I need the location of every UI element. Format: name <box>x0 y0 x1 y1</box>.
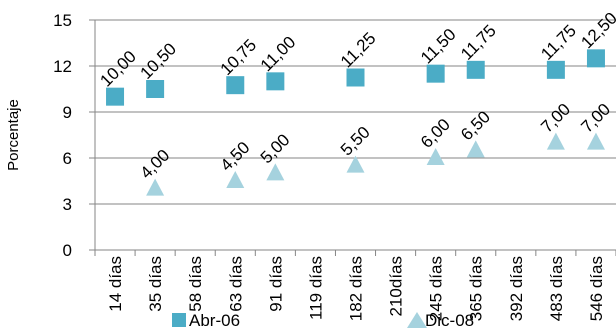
data-label: 12,50 <box>577 9 616 53</box>
point-dic08 <box>466 140 485 158</box>
y-tick-label: 6 <box>63 149 72 168</box>
data-label: 11,75 <box>537 21 580 64</box>
axes <box>94 20 616 251</box>
point-abr06 <box>346 68 365 87</box>
data-label: 5,00 <box>257 130 294 167</box>
data-label: 7,00 <box>577 100 614 137</box>
x-tick-label: 546 días <box>587 256 606 321</box>
data-label: 10,00 <box>96 47 140 91</box>
gridlines <box>89 19 616 251</box>
data-label: 7,00 <box>537 100 574 137</box>
point-dic08 <box>266 163 285 181</box>
x-tick-label: 365 días <box>467 256 486 321</box>
x-tick-labels: 14 días 35 días 58 días 63 días 91 días 119 d… <box>94 250 616 321</box>
series-marks <box>106 49 605 196</box>
point-abr06 <box>586 49 605 68</box>
x-tick-label: 91 días <box>266 256 285 312</box>
point-dic08 <box>226 171 245 188</box>
y-axis-title: Porcentaje <box>5 99 22 171</box>
legend-marker-abr06 <box>172 313 186 327</box>
data-label: 6,50 <box>457 107 494 144</box>
x-tick-label: 119 días <box>306 256 325 320</box>
legend-label-abr06: Abr-06 <box>189 311 240 330</box>
data-label: 11,25 <box>337 29 380 72</box>
x-tick-label: 182 días <box>347 256 366 321</box>
point-abr06 <box>106 87 125 106</box>
point-dic08 <box>546 132 565 150</box>
x-tick-label: 210días <box>387 256 406 317</box>
point-abr06 <box>266 72 285 91</box>
point-dic08 <box>586 132 605 150</box>
data-label: 5,50 <box>337 123 374 160</box>
legend-label-dic08: Dic-08 <box>425 311 474 330</box>
data-label: 6,00 <box>417 115 454 152</box>
x-tick-label: 63 días <box>226 256 245 312</box>
point-abr06 <box>426 64 445 83</box>
y-tick-label: 12 <box>53 57 72 76</box>
x-tick-label: 58 días <box>186 256 205 312</box>
point-dic08 <box>346 155 365 173</box>
point-dic08 <box>426 148 445 165</box>
data-label: 4,50 <box>217 138 254 175</box>
data-label: 10,75 <box>217 35 261 79</box>
y-tick-labels: 0 3 6 9 12 15 <box>53 11 72 260</box>
y-tick-label: 9 <box>63 103 72 122</box>
point-abr06 <box>466 60 485 79</box>
x-tick-label: 483 días <box>547 256 566 321</box>
point-abr06 <box>146 80 165 98</box>
x-tick-label: 392 días <box>507 256 526 321</box>
data-label: 11,75 <box>457 21 500 64</box>
x-tick-label: 35 días <box>146 256 165 312</box>
legend-marker-dic08 <box>407 312 427 328</box>
data-label: 11,00 <box>257 33 300 76</box>
legend: Abr-06 Dic-08 <box>172 311 474 330</box>
data-label: 10,50 <box>137 39 181 83</box>
data-label: 4,00 <box>137 146 174 183</box>
point-abr06 <box>546 60 565 79</box>
x-tick-label: 245 días <box>427 256 446 321</box>
y-tick-label: 3 <box>63 195 72 214</box>
point-abr06 <box>226 76 245 95</box>
y-tick-label: 0 <box>63 241 72 260</box>
y-tick-label: 15 <box>53 11 72 30</box>
data-label: 11,50 <box>417 25 460 68</box>
x-tick-label: 14 días <box>106 256 125 312</box>
point-dic08 <box>146 178 165 196</box>
